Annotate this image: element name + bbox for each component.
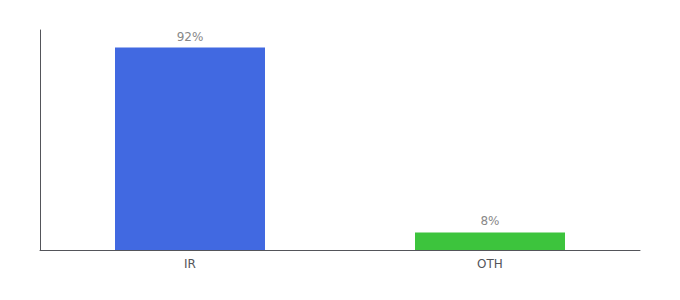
svg-text:OTH: OTH [477,257,503,271]
svg-text:8%: 8% [480,214,499,228]
svg-text:92%: 92% [177,30,204,44]
svg-text:IR: IR [184,257,196,271]
